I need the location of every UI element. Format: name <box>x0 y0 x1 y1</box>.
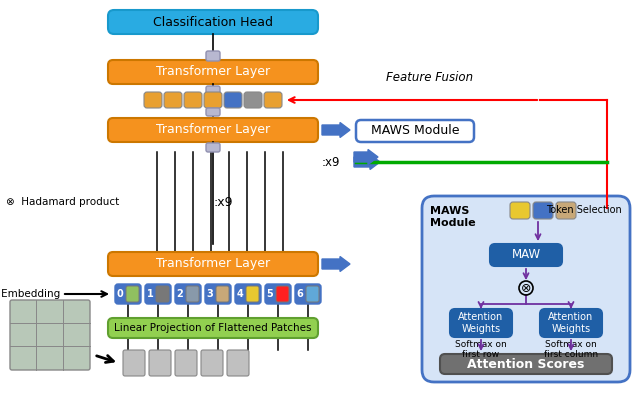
FancyBboxPatch shape <box>204 92 222 108</box>
FancyBboxPatch shape <box>144 92 162 108</box>
FancyBboxPatch shape <box>276 286 289 302</box>
FancyBboxPatch shape <box>216 286 229 302</box>
FancyBboxPatch shape <box>264 92 282 108</box>
FancyBboxPatch shape <box>224 92 242 108</box>
Text: 1: 1 <box>147 289 154 299</box>
Text: MAWS
Module: MAWS Module <box>430 206 476 228</box>
FancyBboxPatch shape <box>533 202 553 219</box>
FancyBboxPatch shape <box>10 300 90 370</box>
FancyBboxPatch shape <box>490 244 562 266</box>
FancyArrow shape <box>322 122 350 137</box>
Text: Position Embedding: Position Embedding <box>0 289 60 299</box>
Text: 2: 2 <box>177 289 184 299</box>
FancyBboxPatch shape <box>246 286 259 302</box>
FancyBboxPatch shape <box>175 284 201 304</box>
Text: Feature Fusion: Feature Fusion <box>387 71 474 84</box>
FancyBboxPatch shape <box>108 252 318 276</box>
FancyBboxPatch shape <box>244 92 262 108</box>
Text: Attention
Weights: Attention Weights <box>548 312 594 334</box>
FancyBboxPatch shape <box>175 350 197 376</box>
FancyBboxPatch shape <box>510 202 530 219</box>
Text: 6: 6 <box>296 289 303 299</box>
Text: Token Selection: Token Selection <box>547 205 622 215</box>
FancyBboxPatch shape <box>306 286 319 302</box>
FancyBboxPatch shape <box>156 286 169 302</box>
Text: Transformer Layer: Transformer Layer <box>156 258 270 271</box>
FancyBboxPatch shape <box>206 51 220 61</box>
FancyBboxPatch shape <box>206 108 220 116</box>
FancyBboxPatch shape <box>206 86 220 94</box>
Text: 3: 3 <box>207 289 213 299</box>
Text: MAWS Module: MAWS Module <box>371 124 460 137</box>
Text: 0: 0 <box>116 289 124 299</box>
FancyBboxPatch shape <box>108 118 318 142</box>
FancyBboxPatch shape <box>295 284 321 304</box>
Text: :x9: :x9 <box>213 196 233 209</box>
Text: MAW: MAW <box>511 248 541 261</box>
Text: 4: 4 <box>237 289 243 299</box>
FancyArrow shape <box>354 154 380 169</box>
FancyBboxPatch shape <box>422 196 630 382</box>
FancyBboxPatch shape <box>556 202 576 219</box>
FancyBboxPatch shape <box>164 92 182 108</box>
FancyBboxPatch shape <box>108 318 318 338</box>
FancyBboxPatch shape <box>201 350 223 376</box>
FancyBboxPatch shape <box>227 350 249 376</box>
FancyBboxPatch shape <box>206 143 220 152</box>
FancyBboxPatch shape <box>108 10 318 34</box>
FancyBboxPatch shape <box>450 309 512 337</box>
FancyBboxPatch shape <box>126 286 139 302</box>
Text: Classification Head: Classification Head <box>153 15 273 28</box>
Text: Linear Projection of Flattened Patches: Linear Projection of Flattened Patches <box>115 323 312 333</box>
FancyArrow shape <box>322 256 350 271</box>
Text: ⊗: ⊗ <box>521 282 531 295</box>
Text: 5: 5 <box>267 289 273 299</box>
Text: Attention Scores: Attention Scores <box>467 357 585 371</box>
FancyBboxPatch shape <box>440 354 612 374</box>
Text: Transformer Layer: Transformer Layer <box>156 124 270 137</box>
FancyBboxPatch shape <box>205 284 231 304</box>
FancyBboxPatch shape <box>123 350 145 376</box>
FancyBboxPatch shape <box>356 120 474 142</box>
Text: ⊗  Hadamard product: ⊗ Hadamard product <box>6 197 119 207</box>
FancyBboxPatch shape <box>149 350 171 376</box>
Text: Transformer Layer: Transformer Layer <box>156 66 270 79</box>
Text: Softmax on
first column: Softmax on first column <box>544 340 598 359</box>
FancyBboxPatch shape <box>115 284 141 304</box>
FancyBboxPatch shape <box>186 286 199 302</box>
Text: :x9: :x9 <box>321 156 340 169</box>
FancyBboxPatch shape <box>235 284 261 304</box>
FancyBboxPatch shape <box>540 309 602 337</box>
FancyBboxPatch shape <box>184 92 202 108</box>
FancyArrow shape <box>354 149 378 164</box>
FancyBboxPatch shape <box>145 284 171 304</box>
FancyBboxPatch shape <box>265 284 291 304</box>
Text: Softmax on
first row: Softmax on first row <box>455 340 507 359</box>
Text: Attention
Weights: Attention Weights <box>458 312 504 334</box>
FancyBboxPatch shape <box>108 60 318 84</box>
